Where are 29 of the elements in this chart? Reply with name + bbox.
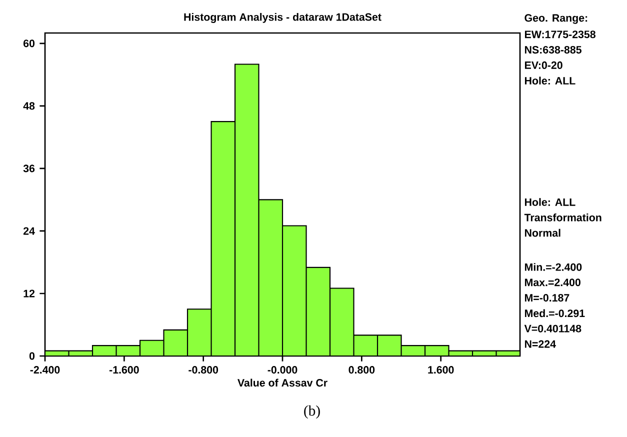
text: Hole: ALL — [524, 76, 576, 85]
x-tick-label: 1.600 — [428, 366, 454, 374]
text: EW:1775-2358 — [524, 30, 596, 38]
text: Transformation — [524, 213, 602, 222]
text: N=224 — [524, 340, 556, 348]
x-tick-label: -2.400 — [30, 366, 60, 374]
text: Min.=-2.400 — [524, 263, 582, 271]
x-tick-label: -0.000 — [268, 366, 298, 374]
text: M=-0.187 — [524, 294, 570, 302]
y-tick-label: 60 — [23, 40, 35, 48]
y-tick-label: 36 — [23, 164, 35, 172]
x-tick-label: -0.800 — [188, 366, 218, 374]
text: Normal — [524, 228, 560, 237]
y-tick-label: 24 — [23, 227, 35, 235]
text: Hole: ALL — [524, 198, 576, 206]
text: Med.=-0.291 — [524, 309, 585, 318]
text: EV:0-20 — [524, 61, 562, 69]
text: Max.=2.400 — [524, 278, 580, 286]
x-tick-label: -1.600 — [109, 366, 139, 374]
y-tick-label: 0 — [29, 352, 35, 360]
text: Geo. Range: — [524, 14, 588, 24]
text: NS:638-885 — [524, 46, 582, 54]
text: (b) — [304, 405, 320, 419]
x-tick-label: 0.800 — [348, 366, 375, 374]
x-axis-title: Value of Assav Cr — [238, 378, 328, 387]
y-tick-label: 48 — [23, 102, 35, 110]
text: V=0.401148 — [524, 324, 582, 332]
chart-title: Histogram Analysis - dataraw 1DataSet — [184, 12, 382, 23]
y-tick-label: 12 — [24, 290, 35, 298]
